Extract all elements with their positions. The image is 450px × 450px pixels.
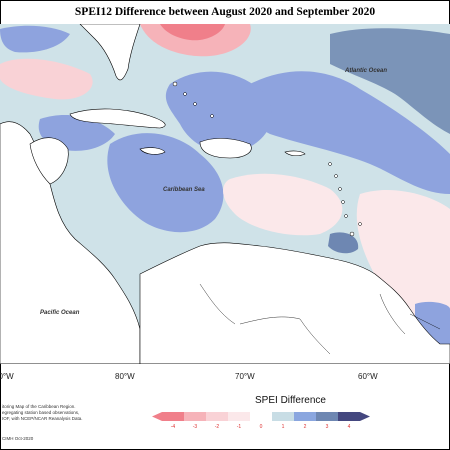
label-caribbean-sea: Caribbean Sea [163, 187, 205, 193]
island [338, 187, 342, 191]
patch-blue-nw [0, 25, 70, 53]
island [210, 114, 214, 118]
label-pacific-ocean: Pacific Ocean [40, 310, 80, 316]
credit-line-4: CIMH Oct-2020 [2, 436, 34, 441]
legend-tick-label: -1 [237, 424, 242, 430]
land-central-america [0, 121, 141, 364]
legend-tick-label: 0 [260, 424, 263, 430]
patch-steel-ne [330, 28, 450, 134]
land-hispaniola [199, 138, 252, 159]
landmasses [0, 24, 450, 364]
small-islands [172, 81, 362, 237]
axis-label-80w: 80°W [115, 372, 135, 381]
border-line [299, 318, 331, 355]
credit-line-3: IOF, with NCEP/NCAR Reanalysis Data. [2, 416, 83, 421]
axis-label-60w: 60°W [358, 372, 378, 381]
island [349, 231, 355, 237]
patch-pink-nw [0, 58, 93, 100]
land-florida [79, 24, 141, 81]
border-line [409, 313, 441, 330]
legend-tick-label: 1 [282, 424, 285, 430]
land-south-america [139, 242, 450, 364]
legend-tick-label: 4 [348, 424, 351, 430]
label-atlantic-ocean: Atlantic Ocean [344, 68, 387, 74]
island [341, 200, 345, 204]
patch-pink-se [356, 189, 450, 324]
legend-arrow-low [152, 412, 162, 421]
legend-swatch [338, 412, 360, 421]
anomaly-patches [0, 24, 450, 345]
island [172, 81, 178, 87]
island [193, 102, 197, 106]
legend-tick-label: -3 [193, 424, 198, 430]
patch-blue-west-caribbean [107, 133, 224, 233]
island [183, 92, 187, 96]
patch-blue-venezuela [328, 232, 359, 254]
legend-swatch [206, 412, 228, 421]
border-line [199, 283, 236, 325]
patch-pink-central [223, 173, 343, 236]
country-borders [199, 283, 441, 355]
patch-pink-north-dark [160, 24, 225, 41]
spei-map: Atlantic Ocean Caribbean Sea Pacific Oce… [0, 24, 450, 364]
island [334, 174, 338, 178]
border-line [379, 293, 406, 335]
patch-blue-bahamas [165, 71, 273, 153]
legend-arrow-high [360, 412, 370, 421]
legend-tick-label: 3 [326, 424, 329, 430]
legend-ticks: -4 -3 -2 -1 0 1 2 3 4 [171, 424, 351, 430]
legend-tick-label: -4 [171, 424, 176, 430]
legend-swatch [294, 412, 316, 421]
credit-line-1: itoring Map of the Caribbean Region. [2, 404, 76, 409]
legend-tick-label: 2 [304, 424, 307, 430]
island [328, 162, 332, 166]
legend-swatch [250, 412, 272, 421]
map-title: SPEI12 Difference between August 2020 an… [74, 6, 376, 18]
legend-swatch [316, 412, 338, 421]
patch-blue-atlantic [246, 71, 450, 194]
land-jamaica [139, 147, 166, 155]
legend-swatch [184, 412, 206, 421]
legend-swatch [272, 412, 294, 421]
land-puerto-rico [284, 150, 306, 157]
legend-swatch [162, 412, 184, 421]
legend-tick-label: -2 [215, 424, 220, 430]
legend-colorbar: -4 -3 -2 -1 0 1 2 3 4 [152, 412, 370, 430]
legend-title: SPEI Difference [255, 395, 326, 406]
axis-label-70w: 70°W [235, 372, 255, 381]
border-line [239, 316, 301, 325]
legend-swatch [228, 412, 250, 421]
axis-label-90w: 90°W [0, 372, 14, 381]
legend-swatches [152, 412, 370, 421]
island [344, 214, 348, 218]
land-cuba [69, 108, 166, 129]
island [358, 222, 362, 226]
credit-line-2: egregating station based observations, [2, 410, 80, 415]
land-yucatan [29, 137, 69, 185]
